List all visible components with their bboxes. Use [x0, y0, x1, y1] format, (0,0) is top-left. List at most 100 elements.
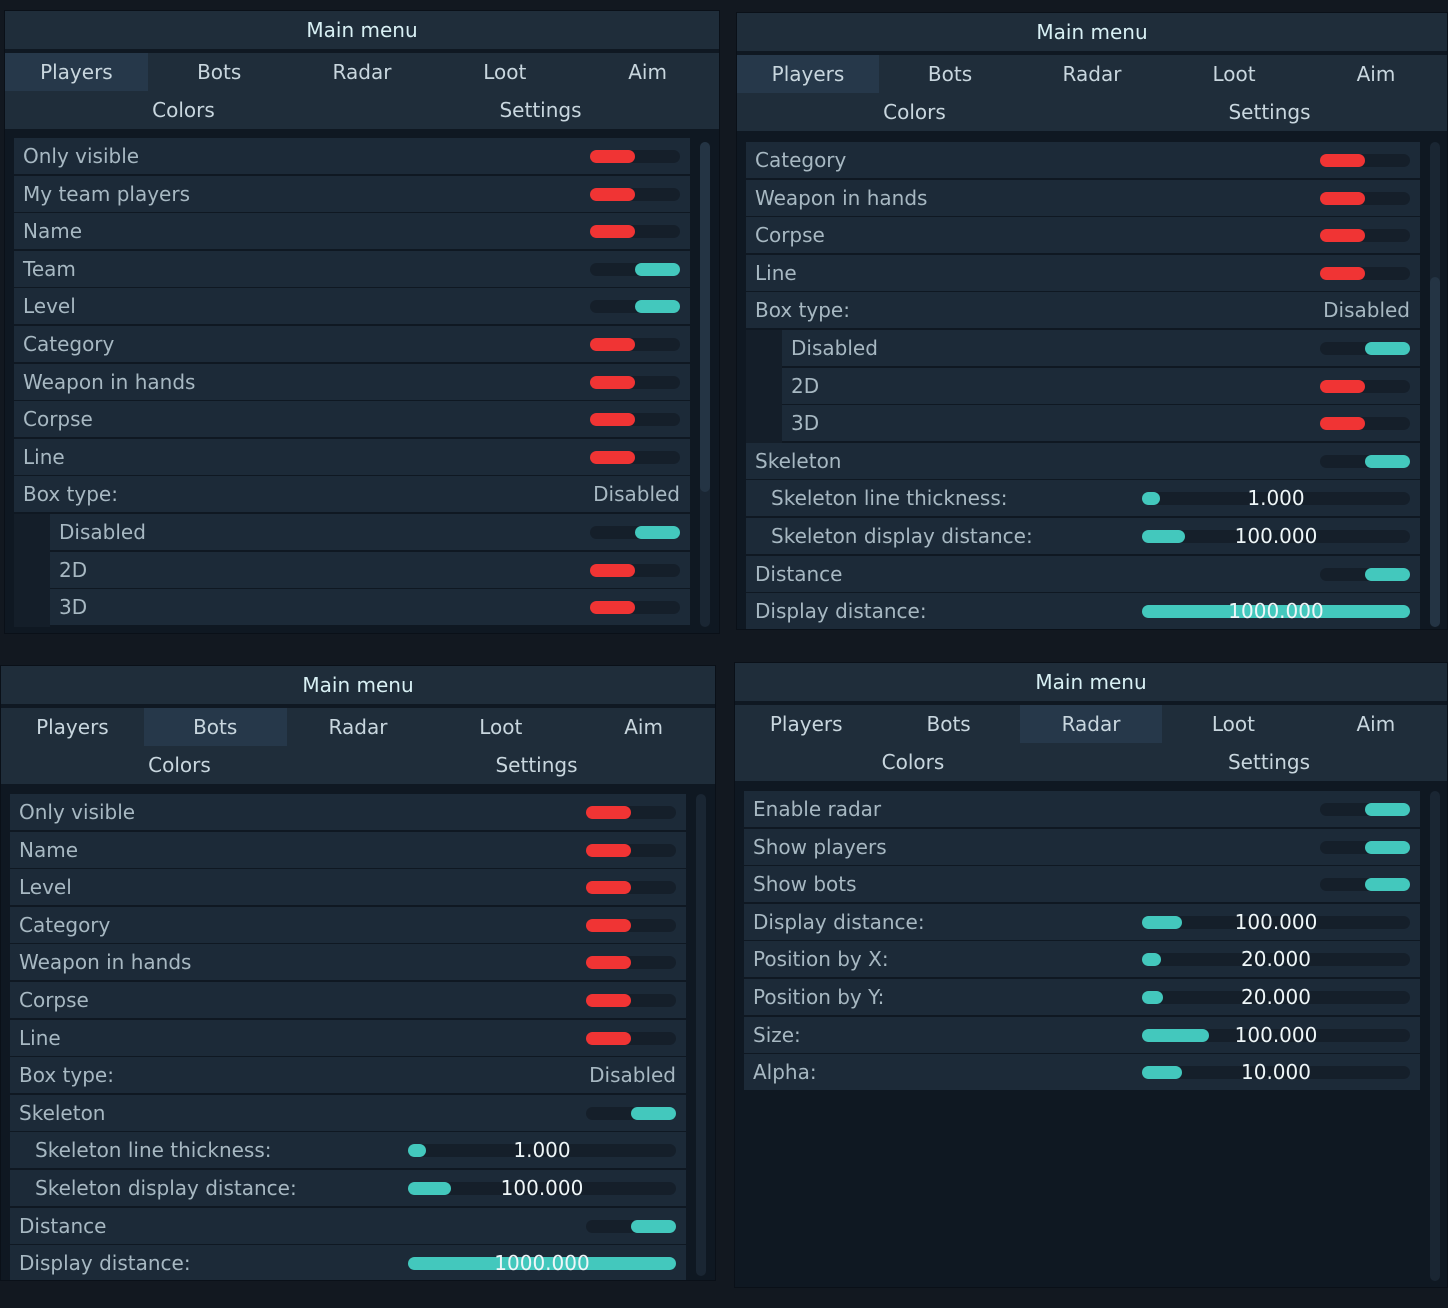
slider[interactable]: 1.000	[1142, 486, 1410, 510]
subtab-settings[interactable]: Settings	[495, 753, 578, 777]
toggle-knob	[586, 806, 631, 819]
toggle-switch[interactable]	[590, 564, 680, 577]
window-title[interactable]: Main menu	[737, 13, 1447, 51]
toggle-switch[interactable]	[586, 881, 676, 894]
toggle-switch[interactable]	[590, 188, 680, 201]
toggle-switch[interactable]	[590, 451, 680, 464]
toggle-switch[interactable]	[1320, 417, 1410, 430]
toggle-knob	[635, 526, 680, 539]
toggle-switch[interactable]	[1320, 803, 1410, 816]
toggle-knob	[631, 1107, 676, 1120]
toggle-switch[interactable]	[586, 956, 676, 969]
toggle-switch[interactable]	[590, 601, 680, 614]
option-row-skeleton-line-thickness: Skeleton line thickness: 1.000	[10, 1132, 686, 1168]
dropdown-value[interactable]: Disabled	[589, 1063, 676, 1087]
tab-aim[interactable]: Aim	[1356, 62, 1396, 86]
subtab-colors[interactable]: Colors	[152, 98, 215, 122]
tab-bots[interactable]: Bots	[197, 60, 242, 84]
dropdown-value[interactable]: Disabled	[593, 482, 680, 506]
option-row-disabled: Disabled	[782, 330, 1420, 366]
slider[interactable]: 1000.000	[408, 1251, 676, 1275]
tab-radar[interactable]: Radar	[328, 715, 388, 739]
option-row-weapon-in-hands: Weapon in hands	[10, 944, 686, 980]
option-row-category: Category	[14, 326, 690, 362]
slider[interactable]: 1000.000	[1142, 599, 1410, 623]
tab-bots[interactable]: Bots	[926, 712, 971, 736]
toggle-switch[interactable]	[586, 994, 676, 1007]
option-row-3d: 3D	[50, 589, 690, 625]
subtab-colors[interactable]: Colors	[148, 753, 211, 777]
slider[interactable]: 20.000	[1142, 947, 1410, 971]
toggle-switch[interactable]	[590, 338, 680, 351]
toggle-switch[interactable]	[586, 1107, 676, 1120]
tab-aim[interactable]: Aim	[628, 60, 667, 84]
scrollbar-thumb[interactable]	[1430, 277, 1440, 627]
tab-loot[interactable]: Loot	[1212, 62, 1256, 86]
toggle-switch[interactable]	[586, 1220, 676, 1233]
slider[interactable]: 20.000	[1142, 985, 1410, 1009]
subtab-settings[interactable]: Settings	[1228, 100, 1311, 124]
scrollbar-thumb[interactable]	[700, 142, 710, 492]
scrollbar[interactable]	[1430, 142, 1440, 627]
toggle-switch[interactable]	[590, 263, 680, 276]
slider[interactable]: 1.000	[408, 1138, 676, 1162]
scrollbar[interactable]	[696, 794, 706, 1276]
toggle-switch[interactable]	[586, 844, 676, 857]
slider-value: 1000.000	[1228, 599, 1324, 623]
option-label: Alpha:	[753, 1060, 817, 1084]
tab-bots[interactable]: Bots	[143, 708, 287, 746]
toggle-switch[interactable]	[1320, 455, 1410, 468]
tab-loot[interactable]: Loot	[483, 60, 527, 84]
window-title[interactable]: Main menu	[735, 663, 1447, 701]
toggle-switch[interactable]	[590, 150, 680, 163]
scrollbar[interactable]	[1430, 791, 1440, 1281]
scrollbar[interactable]	[700, 142, 710, 627]
toggle-switch[interactable]	[1320, 878, 1410, 891]
toggle-switch[interactable]	[1320, 229, 1410, 242]
dropdown-value[interactable]: Disabled	[1323, 298, 1410, 322]
slider[interactable]: 100.000	[408, 1176, 676, 1200]
slider[interactable]: 10.000	[1142, 1060, 1410, 1084]
slider[interactable]: 100.000	[1142, 910, 1410, 934]
toggle-switch[interactable]	[590, 376, 680, 389]
tab-loot[interactable]: Loot	[1211, 712, 1255, 736]
subtab-settings[interactable]: Settings	[1227, 750, 1311, 774]
toggle-switch[interactable]	[590, 225, 680, 238]
toggle-switch[interactable]	[590, 300, 680, 313]
tab-radar[interactable]: Radar	[1019, 705, 1163, 743]
tab-loot[interactable]: Loot	[479, 715, 523, 739]
tab-radar[interactable]: Radar	[332, 60, 392, 84]
toggle-switch[interactable]	[586, 1032, 676, 1045]
subtab-settings[interactable]: Settings	[499, 98, 582, 122]
tab-players[interactable]: Players	[769, 712, 843, 736]
slider-value: 1.000	[513, 1138, 571, 1162]
option-row-line: Line	[10, 1020, 686, 1056]
toggle-switch[interactable]	[586, 919, 676, 932]
tab-aim[interactable]: Aim	[624, 715, 663, 739]
toggle-switch[interactable]	[590, 526, 680, 539]
toggle-switch[interactable]	[590, 413, 680, 426]
option-label: Name	[19, 838, 79, 862]
subtab-colors[interactable]: Colors	[883, 100, 946, 124]
tab-bots[interactable]: Bots	[927, 62, 973, 86]
tab-radar[interactable]: Radar	[1062, 62, 1122, 86]
toggle-switch[interactable]	[1320, 342, 1410, 355]
tab-aim[interactable]: Aim	[1356, 712, 1396, 736]
window-title[interactable]: Main menu	[5, 11, 719, 49]
toggle-switch[interactable]	[586, 806, 676, 819]
toggle-switch[interactable]	[1320, 568, 1410, 581]
slider[interactable]: 100.000	[1142, 1023, 1410, 1047]
tab-players[interactable]: Players	[36, 715, 109, 739]
tab-players[interactable]: Players	[737, 55, 879, 93]
window-title[interactable]: Main menu	[1, 666, 715, 704]
toggle-switch[interactable]	[1320, 841, 1410, 854]
tab-players[interactable]: Players	[5, 53, 148, 91]
toggle-switch[interactable]	[1320, 154, 1410, 167]
toggle-switch[interactable]	[1320, 192, 1410, 205]
slider[interactable]: 100.000	[1142, 524, 1410, 548]
toggle-switch[interactable]	[1320, 267, 1410, 280]
toggle-switch[interactable]	[1320, 380, 1410, 393]
toggle-knob	[1320, 154, 1365, 167]
subtab-colors[interactable]: Colors	[881, 750, 945, 774]
toggle-knob	[590, 451, 635, 464]
